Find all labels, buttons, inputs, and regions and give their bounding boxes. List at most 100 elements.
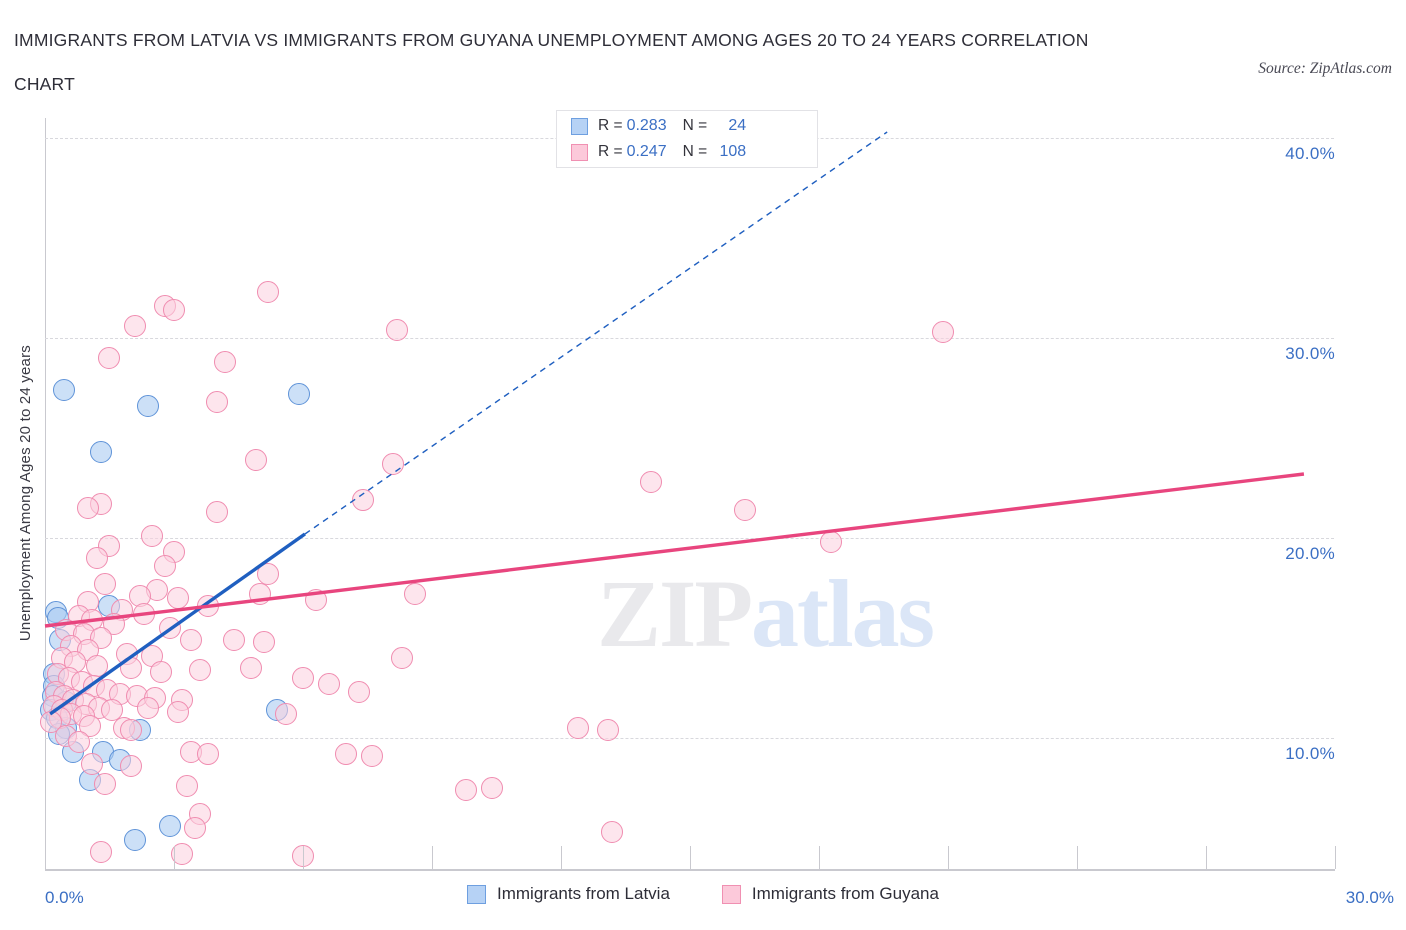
- scatter-point[interactable]: [334, 743, 357, 765]
- scatter-point[interactable]: [53, 379, 76, 401]
- scatter-point[interactable]: [197, 743, 220, 765]
- stat-n-label-latvia: N =: [682, 117, 708, 134]
- scatter-point[interactable]: [240, 657, 263, 679]
- scatter-point[interactable]: [566, 717, 589, 739]
- x-axis-tick: [948, 846, 949, 869]
- legend-label-latvia: Immigrants from Latvia: [497, 884, 670, 903]
- scatter-point[interactable]: [244, 449, 267, 471]
- y-axis-title-text: Unemployment Among Ages 20 to 24 years: [16, 344, 34, 642]
- scatter-point[interactable]: [734, 499, 757, 521]
- scatter-point[interactable]: [150, 661, 172, 683]
- scatter-point[interactable]: [154, 555, 177, 577]
- scatter-point[interactable]: [68, 731, 91, 753]
- trendlines: [44, 131, 1305, 716]
- scatter-point[interactable]: [137, 697, 160, 719]
- plot-area: ZIPatlas 10.0% 20.0% 30.0% 40.0%: [40, 118, 1335, 868]
- scatter-point[interactable]: [932, 321, 954, 343]
- scatter-point[interactable]: [81, 753, 104, 775]
- x-axis-tick: [432, 846, 433, 869]
- scatter-point[interactable]: [390, 647, 413, 669]
- scatter-point[interactable]: [85, 547, 108, 569]
- legend-label-guyana: Immigrants from Guyana: [751, 884, 939, 903]
- scatter-point[interactable]: [287, 383, 310, 405]
- scatter-point[interactable]: [188, 659, 211, 681]
- scatter-point[interactable]: [403, 583, 426, 605]
- legend-swatch-latvia: [467, 884, 487, 904]
- scatter-point[interactable]: [291, 667, 314, 689]
- trendline-solid: [44, 472, 1305, 628]
- scatter-point[interactable]: [253, 631, 276, 653]
- x-axis-tick: [819, 846, 820, 869]
- y-tick-label-20: 20.0%: [1285, 544, 1335, 563]
- scatter-point[interactable]: [639, 471, 662, 493]
- scatter-point[interactable]: [167, 701, 190, 723]
- x-axis-tick: [45, 846, 46, 869]
- stat-n-label-guyana: N =: [682, 143, 708, 160]
- scatter-point[interactable]: [100, 699, 123, 721]
- chart-legend: Immigrants from Latvia Immigrants from G…: [0, 884, 1406, 904]
- scatter-point[interactable]: [184, 817, 207, 839]
- x-axis-tick: [561, 846, 562, 869]
- scatter-point[interactable]: [223, 629, 246, 651]
- scatter-point[interactable]: [386, 319, 409, 341]
- x-axis-max-label: 30.0%: [1345, 888, 1394, 907]
- legend-item-guyana[interactable]: Immigrants from Guyana: [721, 884, 939, 904]
- scatter-point[interactable]: [171, 843, 194, 865]
- stat-r-value-guyana: 0.247: [626, 143, 667, 160]
- scatter-point[interactable]: [137, 395, 160, 417]
- source-label: Source: ZipAtlas.com: [1258, 60, 1392, 77]
- scatter-point[interactable]: [141, 525, 164, 547]
- scatter-point[interactable]: [317, 673, 340, 695]
- scatter-point[interactable]: [79, 715, 102, 737]
- gridline-20: [45, 538, 1334, 539]
- scatter-point[interactable]: [124, 829, 147, 851]
- stat-row-latvia: R = 0.283 N = 24: [557, 113, 817, 139]
- y-tick-label-40: 40.0%: [1285, 144, 1335, 163]
- title-block: IMMIGRANTS FROM LATVIA VS IMMIGRANTS FRO…: [14, 18, 1194, 106]
- x-axis-tick: [1335, 846, 1336, 869]
- scatter-point[interactable]: [257, 563, 280, 585]
- scatter-point[interactable]: [274, 703, 297, 725]
- stat-swatch-latvia: [571, 117, 588, 135]
- scatter-point[interactable]: [351, 489, 374, 511]
- x-axis-tick: [1077, 846, 1078, 869]
- scatter-point[interactable]: [205, 501, 228, 523]
- scatter-point[interactable]: [214, 351, 237, 373]
- page-title-line-1: IMMIGRANTS FROM LATVIA VS IMMIGRANTS FRO…: [14, 30, 1089, 50]
- y-tick-label-30: 30.0%: [1285, 344, 1335, 363]
- x-axis-min-label: 0.0%: [45, 888, 84, 907]
- scatter-point[interactable]: [119, 719, 142, 741]
- scatter-point[interactable]: [480, 777, 503, 799]
- scatter-point[interactable]: [94, 573, 117, 595]
- legend-swatch-guyana: [721, 884, 741, 904]
- scatter-point[interactable]: [291, 845, 314, 867]
- stat-r-value-latvia: 0.283: [626, 117, 667, 134]
- scatter-point[interactable]: [205, 391, 228, 413]
- scatter-point[interactable]: [89, 441, 112, 463]
- scatter-point[interactable]: [89, 841, 112, 863]
- scatter-point[interactable]: [94, 773, 117, 795]
- x-axis-line: [45, 869, 1335, 871]
- scatter-point[interactable]: [180, 629, 203, 651]
- page-title-line-2: CHART: [14, 74, 75, 94]
- scatter-point[interactable]: [158, 815, 181, 837]
- stat-row-guyana: R = 0.247 N = 108: [557, 139, 817, 165]
- scatter-point[interactable]: [601, 821, 624, 843]
- scatter-point[interactable]: [162, 299, 185, 321]
- scatter-point[interactable]: [360, 745, 383, 767]
- scatter-point[interactable]: [124, 315, 147, 337]
- y-axis-line: [45, 118, 46, 870]
- x-axis-tick: [1206, 846, 1207, 869]
- scatter-point[interactable]: [175, 775, 198, 797]
- scatter-point[interactable]: [257, 281, 280, 303]
- x-axis-tick: [690, 846, 691, 869]
- scatter-point[interactable]: [76, 497, 99, 519]
- y-axis-title: Unemployment Among Ages 20 to 24 years: [14, 118, 36, 868]
- scatter-point[interactable]: [455, 779, 478, 801]
- scatter-point[interactable]: [119, 755, 142, 777]
- legend-item-latvia[interactable]: Immigrants from Latvia: [467, 884, 670, 904]
- scatter-point[interactable]: [596, 719, 619, 741]
- scatter-point[interactable]: [347, 681, 370, 703]
- x-axis-tick: [174, 846, 175, 869]
- scatter-point[interactable]: [98, 347, 121, 369]
